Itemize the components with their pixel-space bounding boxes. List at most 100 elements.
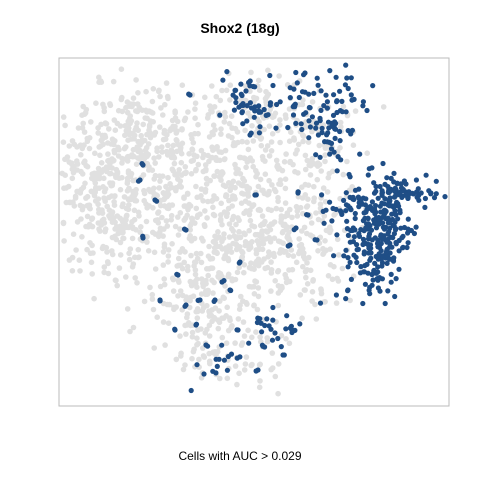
background-cell-point: [297, 248, 303, 254]
auc-cell-point: [345, 264, 351, 270]
background-cell-point: [267, 239, 274, 245]
auc-cell-point: [362, 281, 368, 287]
background-cell-point: [144, 239, 150, 245]
background-cell-point: [79, 234, 85, 240]
background-cell-point: [266, 177, 272, 184]
background-cell-point: [192, 115, 198, 121]
auc-cell-point: [217, 112, 223, 118]
auc-cell-point: [304, 212, 310, 218]
background-cell-point: [118, 229, 125, 236]
auc-cell-point: [360, 103, 366, 109]
auc-cell-point: [381, 226, 388, 232]
background-cell-point: [79, 206, 86, 213]
background-cell-point: [135, 138, 141, 145]
auc-cell-point: [318, 107, 324, 113]
background-cell-point: [256, 87, 263, 93]
auc-cell-point: [182, 303, 188, 309]
background-cell-point: [184, 311, 191, 317]
background-cell-point: [160, 233, 166, 239]
background-cell-point: [142, 147, 149, 154]
auc-cell-point: [261, 106, 267, 113]
background-cell-point: [106, 194, 112, 201]
background-cell-point: [315, 248, 321, 254]
background-cell-point: [130, 324, 137, 331]
auc-cell-point: [220, 77, 226, 83]
auc-cell-point: [343, 190, 349, 196]
background-cell-point: [235, 316, 242, 322]
auc-cell-point: [228, 287, 234, 294]
background-cell-point: [127, 120, 133, 127]
background-cell-point: [126, 131, 133, 138]
background-cell-point: [309, 298, 315, 304]
auc-cell-point: [362, 202, 368, 208]
background-cell-point: [288, 247, 295, 253]
auc-cell-point: [213, 370, 219, 376]
auc-cell-point: [139, 161, 145, 167]
background-cell-point: [278, 213, 285, 219]
background-cell-point: [84, 246, 90, 253]
background-cell-point: [297, 292, 304, 298]
background-cell-point: [131, 207, 138, 214]
background-cell-point: [138, 132, 144, 139]
background-cell-point: [60, 114, 67, 120]
background-cell-point: [283, 115, 289, 121]
auc-cell-point: [364, 107, 370, 114]
background-cell-point: [260, 156, 266, 163]
background-cell-point: [203, 167, 209, 174]
background-cell-point: [188, 252, 194, 259]
background-cell-point: [220, 315, 227, 321]
background-cell-point: [179, 127, 185, 133]
background-cell-point: [213, 157, 220, 163]
background-cell-point: [129, 103, 135, 110]
auc-cell-point: [254, 319, 260, 326]
background-cell-point: [217, 298, 223, 304]
background-cell-point: [146, 127, 152, 133]
background-cell-point: [83, 223, 89, 230]
auc-cell-point: [292, 104, 298, 110]
auc-cell-point: [345, 288, 351, 294]
auc-cell-point: [324, 99, 330, 105]
background-cell-point: [111, 141, 117, 148]
auc-cell-point: [360, 241, 366, 248]
auc-cell-point: [383, 250, 389, 256]
background-cell-point: [307, 232, 314, 238]
background-cell-point: [309, 155, 316, 162]
background-cell-point: [162, 136, 169, 142]
auc-cell-point: [373, 203, 379, 209]
background-cell-point: [204, 115, 211, 121]
auc-cell-point: [321, 220, 327, 226]
auc-cell-point: [327, 151, 333, 157]
background-cell-point: [311, 183, 317, 190]
auc-cell-point: [415, 186, 421, 192]
background-cell-point: [152, 129, 159, 136]
background-cell-point: [177, 178, 184, 184]
auc-cell-point: [366, 166, 372, 172]
background-cell-point: [326, 170, 333, 177]
background-cell-point: [157, 225, 164, 232]
background-cell-point: [152, 160, 158, 166]
background-cell-point: [243, 164, 249, 171]
background-cell-point: [232, 161, 238, 168]
background-cell-point: [198, 186, 205, 192]
auc-cell-point: [260, 343, 266, 349]
background-cell-point: [264, 229, 271, 235]
background-cell-point: [213, 93, 220, 100]
background-cell-point: [168, 212, 175, 219]
background-cell-point: [279, 229, 286, 236]
background-cell-point: [95, 130, 101, 136]
auc-cell-point: [405, 240, 411, 246]
background-cell-point: [218, 200, 224, 207]
background-cell-point: [226, 197, 232, 204]
auc-cell-point: [384, 260, 390, 266]
background-cell-point: [158, 105, 164, 111]
background-cell-point: [214, 348, 221, 355]
background-cell-point: [210, 204, 216, 211]
auc-cell-point: [298, 121, 304, 127]
background-cell-point: [231, 193, 238, 200]
background-cell-point: [201, 354, 208, 360]
background-cell-point: [226, 221, 233, 227]
background-cell-point: [323, 227, 330, 234]
background-cell-point: [226, 234, 233, 240]
background-cell-point: [220, 235, 227, 242]
auc-cell-point: [391, 223, 397, 229]
